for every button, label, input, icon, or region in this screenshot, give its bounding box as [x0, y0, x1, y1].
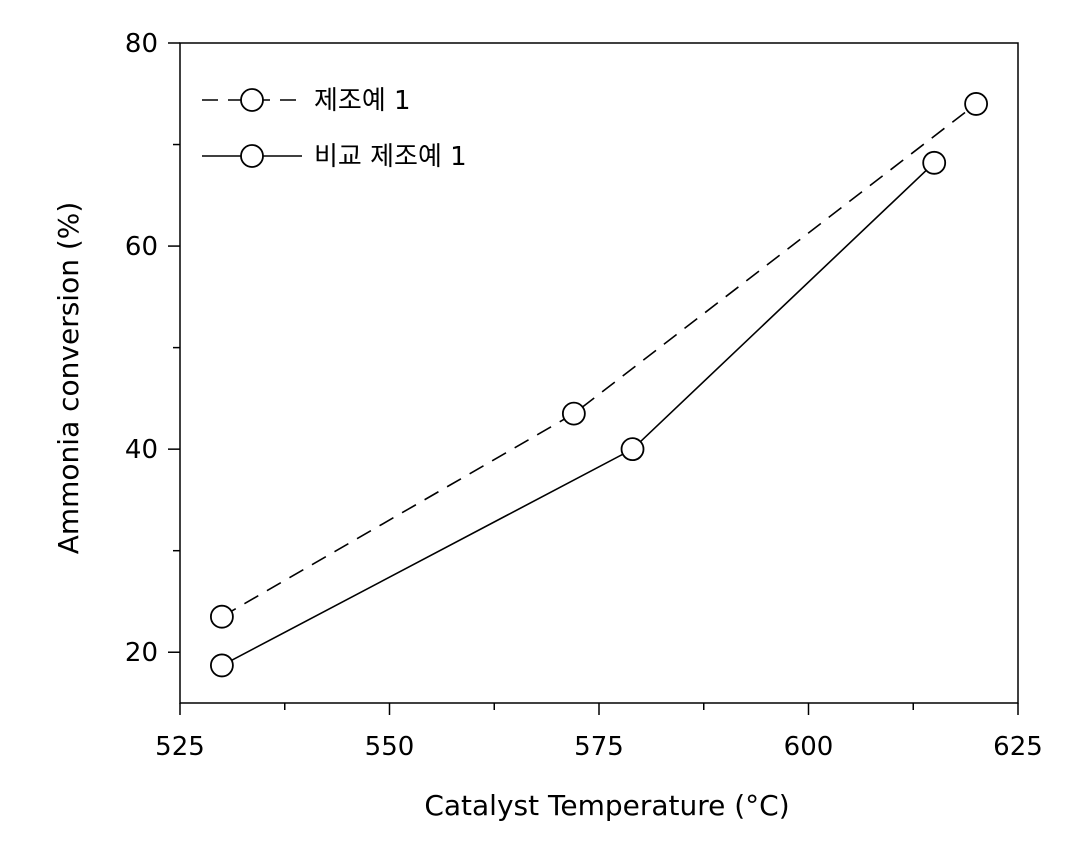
series-1 — [211, 93, 987, 628]
legend-entry-1: 제조예 1 — [202, 86, 411, 116]
legend-label: 비교 제조예 1 — [314, 142, 467, 172]
x-tick-label: 525 — [155, 732, 205, 762]
x-tick-label: 625 — [993, 732, 1043, 762]
legend-marker — [241, 145, 263, 167]
plot-frame — [180, 43, 1018, 703]
legend-label: 제조예 1 — [314, 86, 411, 116]
y-tick-label: 20 — [125, 638, 158, 668]
data-point — [923, 152, 945, 174]
x-tick-label: 550 — [365, 732, 415, 762]
axes — [180, 43, 1018, 703]
data-point — [211, 606, 233, 628]
y-axis-title: Ammonia conversion (%) — [52, 202, 85, 555]
legend-entry-2: 비교 제조예 1 — [202, 142, 467, 172]
y-tick-label: 60 — [125, 232, 158, 262]
x-tick-label: 600 — [784, 732, 834, 762]
y-tick-label: 80 — [125, 29, 158, 59]
series-line — [222, 104, 976, 617]
data-point — [622, 438, 644, 460]
legend: 제조예 1 비교 제조예 1 — [202, 86, 467, 172]
y-tick-label: 40 — [125, 435, 158, 465]
x-tick-label: 575 — [574, 732, 624, 762]
x-axis-title: Catalyst Temperature (°C) — [424, 789, 789, 822]
data-point — [965, 93, 987, 115]
data-point — [211, 654, 233, 676]
data-point — [563, 403, 585, 425]
ticks: 525 550 575 600 625 20 40 60 80 — [125, 29, 1043, 762]
legend-marker — [241, 89, 263, 111]
series-layer — [211, 93, 987, 677]
